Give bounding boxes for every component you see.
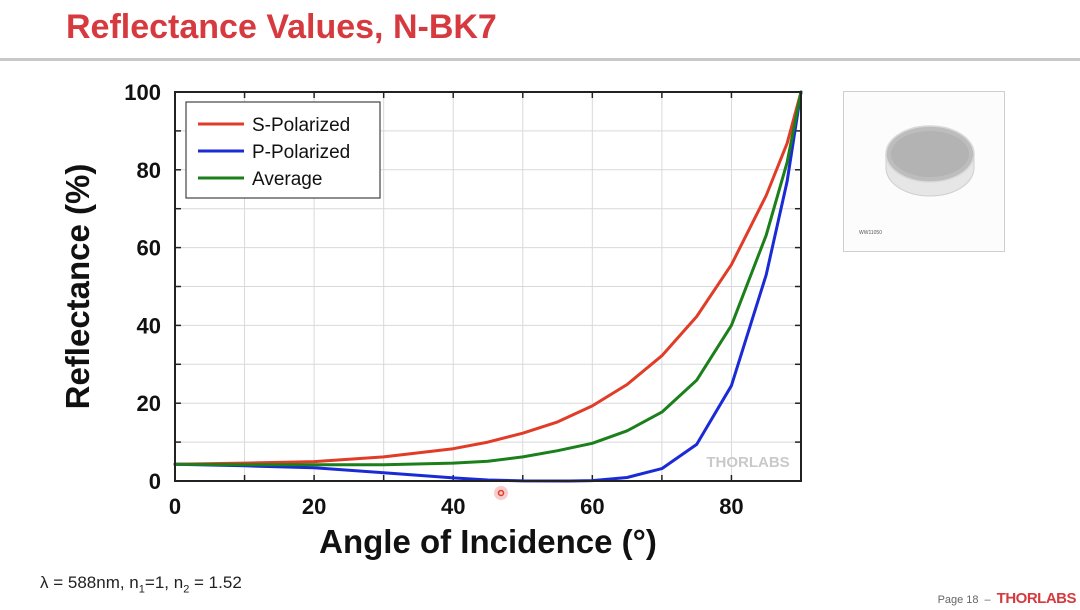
x-tick-label: 20: [302, 494, 326, 519]
y-tick-label: 60: [137, 236, 161, 261]
series-line-average: [173, 90, 803, 467]
brand-logo: THORLABS: [996, 590, 1077, 607]
optical-window-image: [885, 125, 975, 197]
x-tick-label: 40: [441, 494, 465, 519]
y-tick-label: 80: [137, 158, 161, 183]
y-tick-label: 0: [149, 469, 161, 494]
x-tick-label: 0: [169, 494, 181, 519]
cursor-halo: [494, 486, 508, 500]
footnote-n2-eq: = 1.52: [189, 573, 242, 592]
legend-label: P-Polarized: [252, 142, 350, 163]
product-label: WW11050: [859, 230, 882, 236]
slide-title: Reflectance Values, N-BK7: [66, 8, 497, 46]
page-number: Page 18: [937, 594, 979, 606]
title-divider: [0, 58, 1080, 61]
cursor-dot: [497, 489, 505, 497]
y-tick-label: 100: [124, 80, 161, 105]
x-axis-label: Angle of Incidence (°): [319, 523, 657, 560]
footnote-n1-eq: =1, n: [144, 573, 184, 592]
y-tick-label: 20: [137, 391, 161, 416]
y-axis-label: Reflectance (%): [59, 164, 96, 410]
product-thumbnail: WW11050: [843, 91, 1005, 252]
x-tick-label: 80: [719, 494, 743, 519]
legend-label: Average: [252, 169, 322, 190]
plot-frame: [174, 91, 802, 482]
footer-dash: –: [984, 594, 991, 606]
y-tick-label: 40: [137, 313, 161, 338]
x-tick-label: 60: [580, 494, 604, 519]
slide-footer: Page 18 – THORLABS: [937, 590, 1077, 608]
series-line-s-polarized: [173, 90, 803, 466]
footnote-n1-sub: 1: [138, 583, 145, 596]
wavelength-footnote: λ = 588nm, n1=1, n2 = 1.52: [40, 573, 242, 595]
footnote-lambda: λ = 588nm, n: [40, 573, 139, 592]
legend-label: S-Polarized: [252, 115, 350, 136]
chart-watermark: THORLABS: [706, 454, 789, 471]
footnote-n2-sub: 2: [183, 583, 190, 596]
